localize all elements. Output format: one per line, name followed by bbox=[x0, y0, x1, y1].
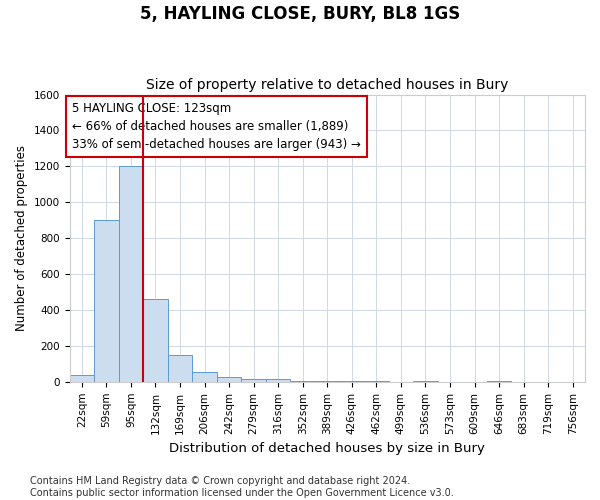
Text: Contains HM Land Registry data © Crown copyright and database right 2024.
Contai: Contains HM Land Registry data © Crown c… bbox=[30, 476, 454, 498]
Bar bbox=[94, 220, 119, 382]
Bar bbox=[413, 381, 438, 382]
Bar bbox=[119, 166, 143, 382]
X-axis label: Distribution of detached houses by size in Bury: Distribution of detached houses by size … bbox=[169, 442, 485, 455]
Bar bbox=[364, 381, 389, 382]
Text: 5, HAYLING CLOSE, BURY, BL8 1GS: 5, HAYLING CLOSE, BURY, BL8 1GS bbox=[140, 5, 460, 23]
Title: Size of property relative to detached houses in Bury: Size of property relative to detached ho… bbox=[146, 78, 508, 92]
Bar bbox=[487, 381, 511, 382]
Text: 5 HAYLING CLOSE: 123sqm
← 66% of detached houses are smaller (1,889)
33% of semi: 5 HAYLING CLOSE: 123sqm ← 66% of detache… bbox=[72, 102, 361, 150]
Bar bbox=[241, 379, 266, 382]
Y-axis label: Number of detached properties: Number of detached properties bbox=[15, 145, 28, 331]
Bar bbox=[266, 379, 290, 382]
Bar bbox=[143, 299, 168, 382]
Bar bbox=[70, 374, 94, 382]
Bar bbox=[217, 378, 241, 382]
Bar bbox=[290, 381, 315, 382]
Bar bbox=[315, 381, 340, 382]
Bar bbox=[168, 355, 192, 382]
Bar bbox=[340, 381, 364, 382]
Bar bbox=[192, 372, 217, 382]
